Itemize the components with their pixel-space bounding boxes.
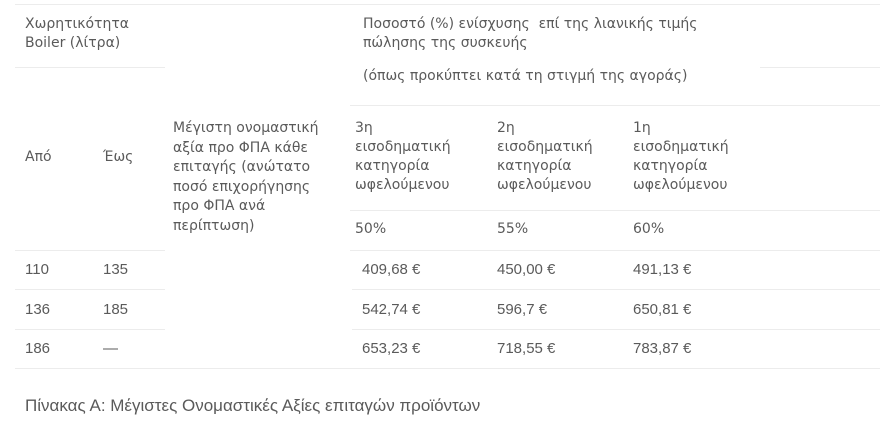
cell-to: 185 [103, 301, 129, 318]
header-category-2: 2η εισοδηματική κατηγορία ωφελούμενου [497, 120, 593, 193]
divider [15, 368, 880, 369]
divider [15, 67, 165, 68]
divider [350, 210, 880, 211]
table-caption: Πίνακας Α: Μέγιστες Ονομαστικές Αξίες επ… [25, 396, 481, 415]
cell-value: 650,81 € [633, 301, 692, 318]
cell-value: 596,7 € [497, 301, 548, 318]
header-category-3: 3η εισοδηματική κατηγορία ωφελούμενου [355, 120, 451, 193]
cell-value: 491,13 € [633, 261, 692, 278]
cell-from: 186 [25, 340, 51, 357]
header-from: Από [25, 149, 52, 165]
percent-category-3: 50% [355, 221, 387, 237]
header-category-1: 1η εισοδηματική κατηγορία ωφελούμενου [633, 120, 729, 193]
cell-value: 653,23 € [362, 340, 421, 357]
cell-from: 110 [25, 261, 49, 278]
divider [15, 329, 165, 330]
cell-value: 783,87 € [633, 340, 692, 357]
divider [352, 289, 880, 290]
divider [760, 67, 880, 68]
header-percentage-note: (όπως προκύπτει κατά τη στιγμή της αγορά… [363, 68, 688, 84]
header-percentage: Ποσοστό (%) ενίσχυσης επί της λιανικής τ… [363, 16, 698, 51]
cell-value: 542,74 € [362, 301, 421, 318]
cell-value: 718,55 € [497, 340, 556, 357]
percent-category-2: 55% [497, 221, 529, 237]
cell-to: — [103, 340, 118, 357]
divider [15, 250, 165, 251]
cell-from: 136 [25, 301, 51, 318]
divider [15, 4, 880, 5]
cell-value: 450,00 € [497, 261, 556, 278]
cell-to: 135 [103, 261, 129, 278]
percent-category-1: 60% [633, 221, 665, 237]
cell-value: 409,68 € [362, 261, 421, 278]
divider [350, 105, 880, 106]
divider [350, 250, 880, 251]
header-capacity: Χωρητικότητα Boiler (λίτρα) [25, 16, 130, 51]
divider [15, 289, 165, 290]
divider [352, 329, 880, 330]
header-to: Έως [103, 149, 134, 165]
header-max-value: Μέγιστη ονομαστική αξία προ ΦΠΑ κάθε επι… [173, 120, 319, 234]
